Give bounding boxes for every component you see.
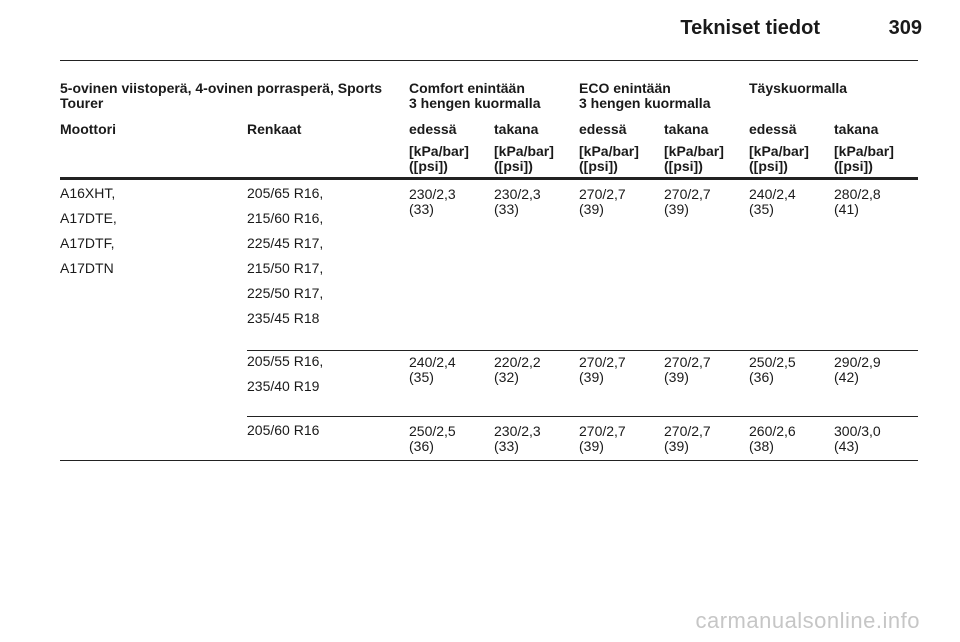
- pressure-value: 260/2,6 (38): [749, 423, 796, 454]
- pressure-value: 230/2,3 (33): [494, 423, 541, 454]
- tyre-item: 215/60 R16,: [247, 210, 324, 226]
- page-number: 309: [888, 17, 922, 39]
- col-header-engine: Moottori: [60, 121, 116, 137]
- tyre-list: 205/55 R16, 235/40 R19: [247, 349, 323, 399]
- unit-label: [kPa/bar] ([psi]): [579, 143, 639, 174]
- comfort-header-line2: 3 hengen kuormalla: [409, 95, 541, 111]
- pressure-value: 290/2,9 (42): [834, 354, 881, 385]
- pressure-value: 270/2,7 (39): [664, 423, 711, 454]
- header-divider: [60, 60, 918, 61]
- tyre-item: 235/40 R19: [247, 378, 320, 394]
- unit-label: [kPa/bar] ([psi]): [409, 143, 469, 174]
- col-header-tyres: Renkaat: [247, 121, 302, 137]
- unit-label: [kPa/bar] ([psi]): [664, 143, 724, 174]
- tyre-item: 225/45 R17,: [247, 235, 324, 251]
- table-header-divider: [60, 177, 918, 180]
- pressure-value: 270/2,7 (39): [664, 354, 711, 385]
- col-header-comfort-rear: takana: [494, 121, 539, 137]
- tyre-list: 205/60 R16: [247, 418, 319, 443]
- col-header-comfort-front: edessä: [409, 121, 457, 137]
- tyre-list: 205/65 R16, 215/60 R16, 225/45 R17, 215/…: [247, 181, 323, 331]
- table-bottom-rule: [60, 460, 918, 461]
- comfort-header-line1: Comfort enintään: [409, 80, 525, 96]
- pressure-value: 250/2,5 (36): [409, 423, 456, 454]
- tyre-item: 205/60 R16: [247, 422, 320, 438]
- engine-item: A17DTE,: [60, 210, 117, 226]
- tyre-item: 215/50 R17,: [247, 260, 324, 276]
- engine-item: A16XHT,: [60, 185, 116, 201]
- pressure-value: 270/2,7 (39): [579, 423, 626, 454]
- engine-item: A17DTF,: [60, 235, 115, 251]
- unit-label: [kPa/bar] ([psi]): [749, 143, 809, 174]
- pressure-value: 280/2,8 (41): [834, 186, 881, 217]
- comfort-header: Comfort enintään 3 hengen kuormalla: [409, 81, 540, 111]
- eco-header: ECO enintään 3 hengen kuormalla: [579, 81, 710, 111]
- pressure-value: 240/2,4 (35): [409, 354, 456, 385]
- pressure-value: 230/2,3 (33): [409, 186, 456, 217]
- tyre-item: 235/45 R18: [247, 310, 320, 326]
- row-divider: [247, 350, 918, 351]
- row-divider: [247, 416, 918, 417]
- pressure-value: 230/2,3 (33): [494, 186, 541, 217]
- eco-header-line2: 3 hengen kuormalla: [579, 95, 711, 111]
- unit-label: [kPa/bar] ([psi]): [834, 143, 894, 174]
- page-title: Tekniset tiedot: [680, 17, 820, 39]
- col-header-eco-rear: takana: [664, 121, 709, 137]
- eco-header-line1: ECO enintään: [579, 80, 671, 96]
- tyre-item: 225/50 R17,: [247, 285, 324, 301]
- watermark: carmanualsonline.info: [695, 608, 920, 633]
- pressure-value: 270/2,7 (39): [664, 186, 711, 217]
- unit-label: [kPa/bar] ([psi]): [494, 143, 554, 174]
- pressure-value: 250/2,5 (36): [749, 354, 796, 385]
- tyre-item: 205/55 R16,: [247, 353, 324, 369]
- col-header-full-front: edessä: [749, 121, 797, 137]
- col-header-eco-front: edessä: [579, 121, 627, 137]
- pressure-value: 300/3,0 (43): [834, 423, 881, 454]
- vehicle-type-header: 5-ovinen viistoperä, 4-ovinen porrasperä…: [60, 80, 383, 111]
- pressure-value: 270/2,7 (39): [579, 354, 626, 385]
- pressure-value: 220/2,2 (32): [494, 354, 541, 385]
- tyre-item: 205/65 R16,: [247, 185, 324, 201]
- pressure-value: 270/2,7 (39): [579, 186, 626, 217]
- col-header-full-rear: takana: [834, 121, 879, 137]
- pressure-value: 240/2,4 (35): [749, 186, 796, 217]
- full-load-header: Täyskuormalla: [749, 80, 848, 96]
- engine-list: A16XHT, A17DTE, A17DTF, A17DTN: [60, 181, 117, 281]
- engine-item: A17DTN: [60, 260, 114, 276]
